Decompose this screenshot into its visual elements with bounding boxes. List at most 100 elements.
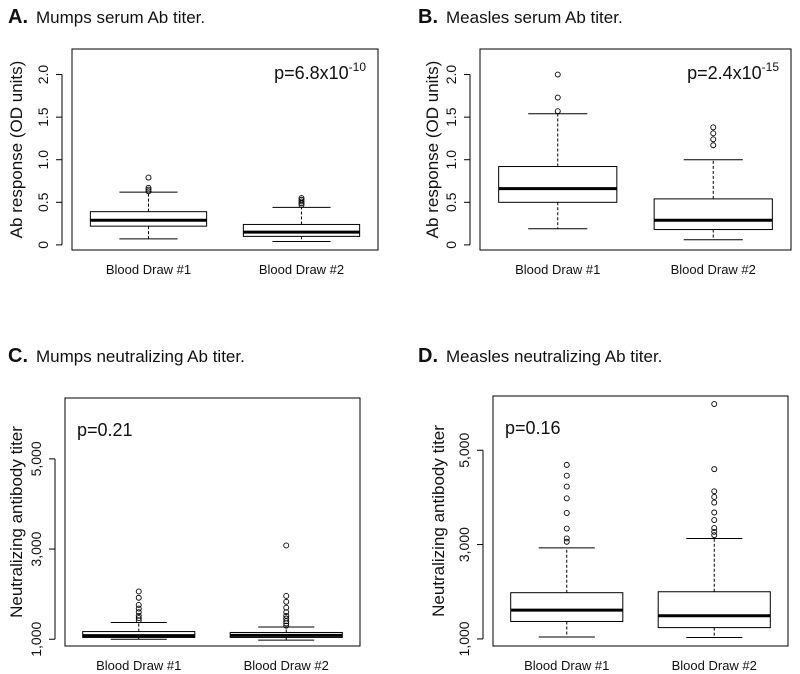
plot-frame xyxy=(71,48,379,251)
outlier-point xyxy=(563,495,570,502)
outlier-point xyxy=(145,188,152,195)
x-category-label: Blood Draw #2 xyxy=(244,658,329,673)
outlier-point xyxy=(711,525,718,532)
outlier-point xyxy=(554,94,561,101)
chart-a: 0 0.5 1.0 1.5 2.0 Ab response (OD units) Blood… xyxy=(7,48,379,277)
outlier-point xyxy=(711,488,718,495)
y-tick-label: 1,000 xyxy=(28,622,44,657)
y-tick-label: 0.5 xyxy=(443,192,459,212)
panel-c-letter: C. xyxy=(8,345,28,367)
outlier-point xyxy=(283,542,290,549)
box-1 xyxy=(510,461,624,638)
outlier-point xyxy=(283,615,290,622)
outlier-point xyxy=(145,174,152,181)
panel-d-letter: D. xyxy=(418,345,438,367)
panel-d-title: D. Measles neutralizing Ab titer. xyxy=(418,345,662,368)
x-category-label: Blood Draw #1 xyxy=(96,658,181,673)
y-tick-label: 1,000 xyxy=(456,621,472,656)
box-2 xyxy=(242,195,361,242)
box-1 xyxy=(82,588,196,640)
outlier-point xyxy=(563,525,570,532)
y-axis-label: Neutralizing antibody titer xyxy=(7,426,26,618)
y-tick-label: 1.0 xyxy=(35,150,51,170)
panel-c-title-text: Mumps neutralizing Ab titer. xyxy=(36,347,245,366)
x-category-label: Blood Draw #2 xyxy=(672,658,757,673)
chart-b: 0 0.5 1.0 1.5 2.0Ab response (OD units) Blood… xyxy=(423,48,792,277)
outlier-point xyxy=(135,602,142,608)
outlier-point xyxy=(710,136,717,143)
y-tick-label: 1.0 xyxy=(443,150,459,170)
outlier-point xyxy=(283,612,290,619)
outlier-point xyxy=(711,528,718,535)
x-category-label: Blood Draw #1 xyxy=(515,262,600,277)
outlier-point xyxy=(563,510,570,516)
x-category-label: Blood Draw #1 xyxy=(106,262,191,277)
y-axis-label: Neutralizing antibody titer xyxy=(429,425,448,617)
outlier-point xyxy=(563,472,570,479)
outlier-point xyxy=(711,532,718,539)
y-tick-label: 1.5 xyxy=(443,107,459,127)
box-2 xyxy=(657,401,771,639)
outlier-point xyxy=(711,509,718,516)
p-value-exponent: -15 xyxy=(762,60,780,74)
outlier-point xyxy=(135,615,142,621)
outlier-point xyxy=(135,612,142,619)
panel-a-title-text: Mumps serum Ab titer. xyxy=(36,8,206,27)
y-tick-label: 3,000 xyxy=(456,527,472,562)
outlier-point xyxy=(563,461,570,468)
p-value-exponent: -10 xyxy=(349,60,367,74)
outlier-point xyxy=(563,535,570,542)
panel-c-title: C. Mumps neutralizing Ab titer. xyxy=(8,345,245,368)
y-tick-label: 5,000 xyxy=(456,433,472,468)
outlier-point xyxy=(710,130,717,137)
chart-d: 1,000 3,000 5,000 Neutralizing antibody tit… xyxy=(429,395,789,673)
plot-frame xyxy=(479,48,792,251)
outlier-point xyxy=(711,401,718,407)
y-tick-label: 0.5 xyxy=(35,192,51,212)
panel-b-letter: B. xyxy=(418,6,438,28)
outlier-point xyxy=(554,108,561,115)
box-2 xyxy=(229,542,343,641)
outlier-point xyxy=(298,195,305,201)
p-value-annotation: p=6.8x10-10 xyxy=(274,60,366,83)
panel-a-letter: A. xyxy=(8,6,28,28)
outlier-point xyxy=(283,609,290,616)
y-tick-label: 1.5 xyxy=(35,107,51,127)
p-value-annotation: p=0.21 xyxy=(77,420,133,440)
outlier-point xyxy=(711,466,718,473)
outlier-point xyxy=(711,493,718,500)
outlier-point xyxy=(135,594,142,601)
plot-frame xyxy=(492,395,789,647)
outlier-point xyxy=(135,588,142,595)
outlier-point xyxy=(563,483,570,490)
plot-frame xyxy=(64,397,361,647)
p-value-annotation: p=2.4x10-15 xyxy=(687,60,779,83)
iqr-box xyxy=(510,592,624,622)
outlier-point xyxy=(145,184,152,191)
iqr-box xyxy=(242,223,361,237)
outlier-point xyxy=(135,609,142,616)
outlier-point xyxy=(711,517,718,524)
outlier-point xyxy=(298,196,305,203)
p-value-base: p=2.4x10 xyxy=(687,63,762,83)
p-value-base: p=0.16 xyxy=(505,418,561,438)
outlier-point xyxy=(563,538,570,545)
outlier-point xyxy=(135,617,142,624)
y-tick-label: 2.0 xyxy=(443,65,459,85)
y-tick-label: 0 xyxy=(35,241,51,249)
panel-b-title-text: Measles serum Ab titer. xyxy=(446,8,623,27)
y-axis-label: Ab response (OD units) xyxy=(7,61,26,239)
outlier-point xyxy=(298,198,305,205)
panel-d-title-text: Measles neutralizing Ab titer. xyxy=(446,347,663,366)
x-category-label: Blood Draw #2 xyxy=(259,262,344,277)
y-tick-label: 3,000 xyxy=(28,531,44,566)
y-tick-label: 0 xyxy=(443,241,459,249)
box-1 xyxy=(89,174,208,240)
iqr-box xyxy=(653,198,773,231)
x-category-label: Blood Draw #1 xyxy=(524,658,609,673)
x-category-label: Blood Draw #2 xyxy=(671,262,756,277)
outlier-point xyxy=(554,71,561,78)
outlier-point xyxy=(135,605,142,612)
